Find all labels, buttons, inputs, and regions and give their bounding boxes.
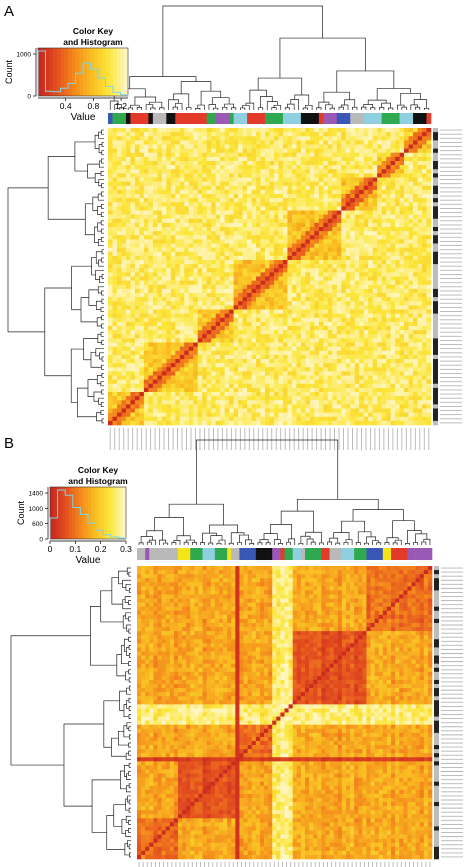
color-key-title-line2: and Histogram xyxy=(68,476,128,486)
color-key-ytick: 1000 xyxy=(29,506,44,513)
panel-label-b: B xyxy=(4,435,14,452)
row-annotation-bar xyxy=(433,128,438,426)
color-key-xlabel: Value xyxy=(71,112,96,123)
column-group-color-bar xyxy=(108,113,432,124)
color-key-title-line1: Color Key xyxy=(73,26,113,36)
column-dendrogram xyxy=(138,439,431,545)
color-key-title-line2: and Histogram xyxy=(63,37,123,47)
color-key-title-line1: Color Key xyxy=(78,465,118,475)
color-key-xtick: 0.8 xyxy=(87,101,99,111)
color-key-xtick: 0.1 xyxy=(69,544,81,554)
color-key-xlabel: Value xyxy=(76,555,101,566)
heatmap-cells xyxy=(108,128,432,426)
color-key-xtick: 0.4 xyxy=(60,101,72,111)
color-key-xtick: 0.3 xyxy=(120,544,132,554)
color-key-ytick: 600 xyxy=(32,521,43,528)
column-dendrogram xyxy=(109,5,430,110)
row-sample-labels xyxy=(440,129,462,424)
color-key-xtick: 0 xyxy=(48,544,53,554)
row-sample-labels xyxy=(441,567,463,858)
column-sample-labels xyxy=(138,862,431,867)
row-dendrogram xyxy=(10,567,131,858)
color-key-histogram xyxy=(49,489,127,539)
row-dendrogram xyxy=(7,129,104,424)
column-group-color-bar xyxy=(137,548,433,560)
color-key-ylabel: Count xyxy=(16,501,26,526)
color-key-ytick: 0 xyxy=(39,537,43,544)
color-key-ytick: 0 xyxy=(27,94,31,101)
heatmap-cells xyxy=(137,566,433,860)
panel-label-a: A xyxy=(4,3,14,20)
column-sample-labels xyxy=(109,428,430,450)
color-key-histogram xyxy=(37,50,129,96)
row-annotation-bar xyxy=(434,566,439,860)
color-key-xtick: 1.2 xyxy=(115,101,127,111)
color-key-ylabel: Count xyxy=(4,60,14,85)
color-key-ytick: 1000 xyxy=(17,52,32,59)
color-key-xtick: 0.2 xyxy=(95,544,107,554)
color-key-ytick: 1400 xyxy=(29,491,44,498)
